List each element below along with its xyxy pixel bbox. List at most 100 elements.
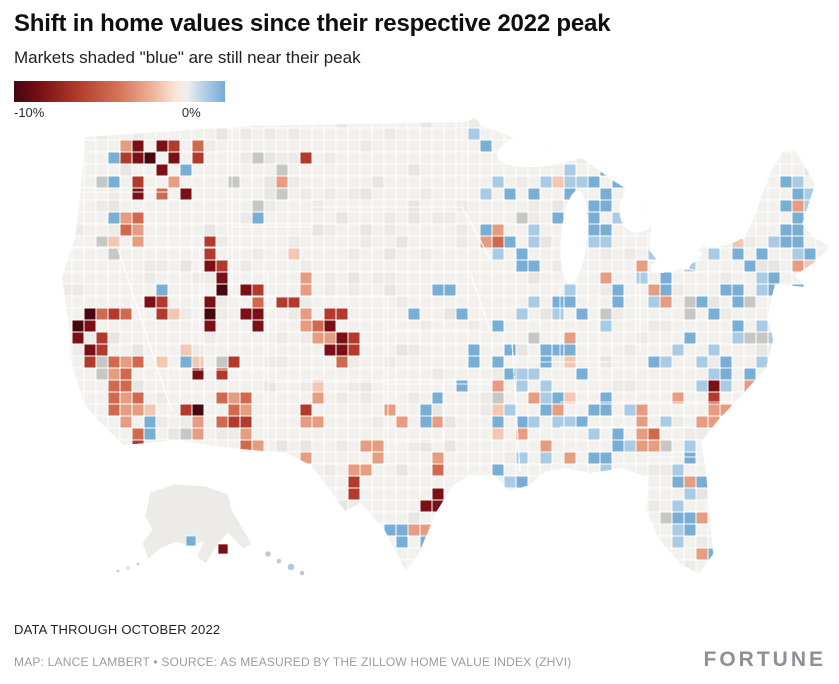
county-cell <box>431 391 445 405</box>
county-cell <box>767 439 781 453</box>
county-cell <box>791 175 805 189</box>
county-cell <box>683 487 697 501</box>
county-cell <box>371 451 385 465</box>
us-choropleth-svg <box>62 118 830 576</box>
county-cell <box>203 319 217 333</box>
county-cell <box>803 247 817 261</box>
county-cell <box>635 427 649 441</box>
county-cell <box>767 331 781 345</box>
county-cell <box>491 427 505 441</box>
footer: DATA THROUGH OCTOBER 2022 MAP: LANCE LAM… <box>14 622 826 672</box>
county-cell <box>119 379 133 393</box>
county-cell <box>695 475 709 489</box>
county-cell <box>251 199 265 213</box>
county-cell <box>491 247 505 261</box>
county-cell <box>599 139 613 153</box>
county-cell <box>215 415 229 429</box>
county-cell <box>311 379 325 393</box>
county-cell <box>395 415 409 429</box>
county-cell <box>347 463 361 477</box>
county-cell <box>527 235 541 249</box>
county-cell <box>503 187 517 201</box>
county-cell <box>707 307 721 321</box>
county-cell <box>683 175 697 189</box>
county-cell <box>119 151 133 165</box>
county-cell <box>131 211 145 225</box>
county-cell <box>203 307 217 321</box>
county-cell <box>431 451 445 465</box>
county-cell <box>311 319 325 333</box>
legend-gradient-bar <box>14 80 225 102</box>
county-cell <box>539 391 553 405</box>
county-cell <box>563 343 577 357</box>
county-cell <box>767 403 781 417</box>
county-cell <box>95 343 109 357</box>
county-cell <box>659 355 673 369</box>
county-cell <box>587 211 601 225</box>
county-cell <box>227 403 241 417</box>
county-cell <box>155 283 169 297</box>
county-cell <box>695 547 709 561</box>
county-cell <box>491 355 505 369</box>
county-cell <box>359 439 373 453</box>
county-cell <box>239 427 253 441</box>
county-cell <box>443 283 457 297</box>
county-cell <box>551 343 565 357</box>
alaska-inset <box>116 483 253 573</box>
county-cell <box>551 403 565 417</box>
county-cell <box>119 307 133 321</box>
county-cell <box>83 343 97 357</box>
county-cell <box>551 211 565 225</box>
county-cell <box>167 151 181 165</box>
legend-min-label: -10% <box>14 104 45 120</box>
county-cell <box>767 283 781 297</box>
county-cell <box>251 283 265 297</box>
county-cell <box>119 403 133 417</box>
county-cell <box>491 391 505 405</box>
county-cell <box>731 319 745 333</box>
county-cell <box>455 307 469 321</box>
county-cell <box>647 355 661 369</box>
county-cell <box>707 379 721 393</box>
county-cell <box>611 439 625 453</box>
county-cell <box>563 175 577 189</box>
county-cell <box>755 271 769 285</box>
county-cell <box>503 403 517 417</box>
county-cell <box>527 295 541 309</box>
county-cell <box>575 367 589 381</box>
county-cell <box>299 415 313 429</box>
county-cell <box>611 295 625 309</box>
county-cell <box>155 355 169 369</box>
county-cell <box>239 439 253 453</box>
chart-title: Shift in home values since their respect… <box>14 10 611 37</box>
county-cell <box>671 463 685 477</box>
county-cell <box>191 355 205 369</box>
county-cell <box>695 379 709 393</box>
county-cell <box>647 247 661 261</box>
county-cell <box>671 523 685 537</box>
county-cell <box>395 535 409 549</box>
county-cell <box>185 535 197 547</box>
county-cell <box>599 307 613 321</box>
county-cell <box>503 343 517 357</box>
county-cell <box>731 439 745 453</box>
county-cell <box>635 259 649 273</box>
county-cell <box>227 391 241 405</box>
county-cell <box>335 331 349 345</box>
county-cell <box>467 499 481 513</box>
county-cell <box>515 259 529 273</box>
county-cell <box>323 319 337 333</box>
county-cell <box>767 271 781 285</box>
county-cell <box>599 187 613 201</box>
county-cell <box>95 331 109 345</box>
county-cell <box>479 187 493 201</box>
county-cell <box>431 487 445 501</box>
county-cell <box>203 235 217 249</box>
county-cell <box>527 223 541 237</box>
county-cell <box>467 127 481 141</box>
county-cell <box>107 367 121 381</box>
county-cell <box>803 319 817 333</box>
county-cell <box>419 499 433 513</box>
county-cell <box>767 235 781 249</box>
county-cell <box>215 355 229 369</box>
